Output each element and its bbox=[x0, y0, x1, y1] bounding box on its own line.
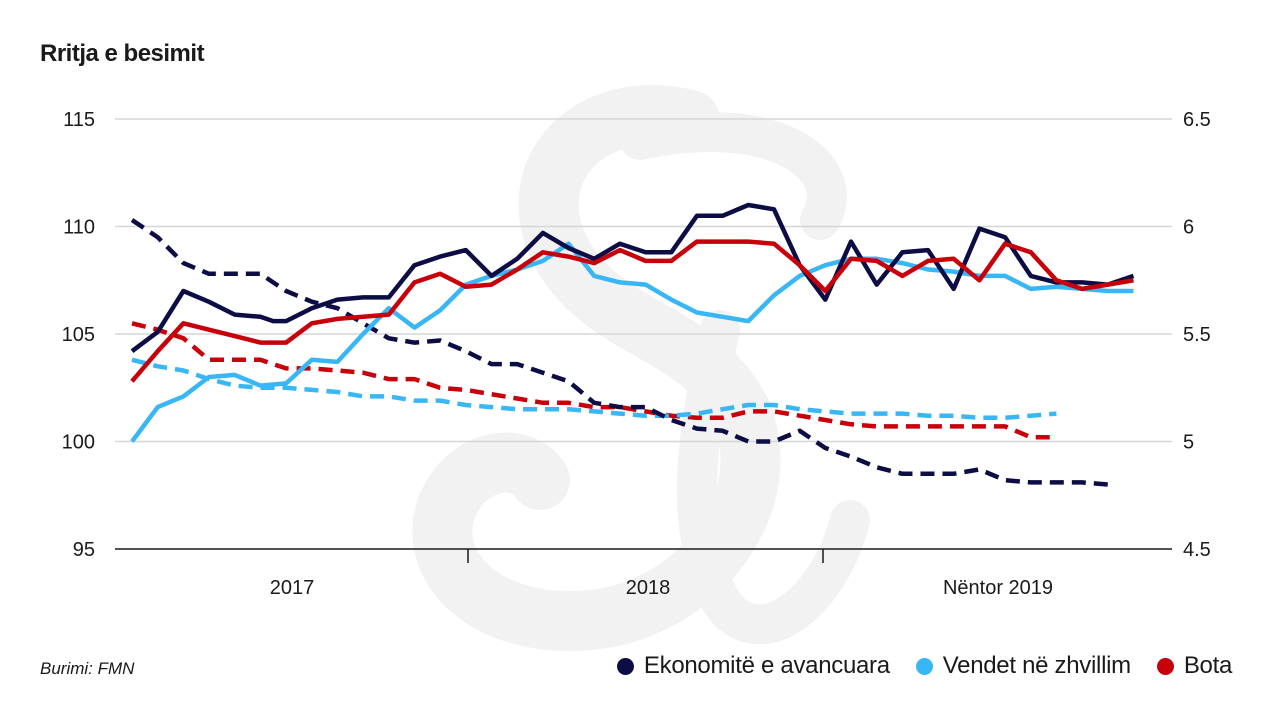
legend-label: Ekonomitë e avancuara bbox=[643, 652, 890, 679]
legend-item-advanced: Ekonomitë e avancuara bbox=[616, 652, 890, 680]
right-axis-tick-label: 6 bbox=[1183, 217, 1194, 239]
left-axis-tick-labels: 95 100 105 110 115 bbox=[62, 109, 95, 561]
watermark-stroke bbox=[412, 85, 781, 651]
right-axis-tick-label: 4.5 bbox=[1183, 539, 1211, 561]
series-line-solid-1 bbox=[130, 241, 1134, 443]
x-axis-tick-label: Nëntor 2019 bbox=[943, 577, 1053, 599]
right-axis-tick-label: 5.5 bbox=[1183, 324, 1211, 346]
watermark-logo-icon bbox=[412, 85, 870, 651]
x-axis-tick-label: 2017 bbox=[270, 577, 315, 599]
right-axis-tick-label: 5 bbox=[1183, 432, 1194, 454]
series-line-solid-2 bbox=[130, 239, 1134, 383]
legend-item-world: Bota bbox=[1156, 652, 1232, 680]
left-axis-tick-label: 105 bbox=[62, 324, 95, 346]
circle-icon bbox=[1156, 657, 1174, 675]
series-line-dashed-3 bbox=[130, 218, 1108, 487]
x-axis-tick-label: 2018 bbox=[626, 577, 671, 599]
right-axis-tick-label: 6.5 bbox=[1183, 109, 1211, 131]
series-line-dashed-4 bbox=[131, 357, 1057, 421]
left-axis-tick-label: 110 bbox=[63, 217, 95, 239]
series-lines bbox=[130, 202, 1135, 487]
left-axis-tick-label: 95 bbox=[73, 539, 95, 561]
left-axis-tick-label: 100 bbox=[62, 432, 95, 454]
legend-label: Vendet në zhvillim bbox=[942, 652, 1131, 679]
series-line-dashed-5 bbox=[131, 321, 1057, 440]
legend-item-emerging: Vendet në zhvillim bbox=[915, 652, 1131, 680]
left-axis-tick-label: 115 bbox=[63, 109, 95, 131]
gridlines bbox=[115, 118, 1172, 443]
source-note: Burimi: FMN bbox=[40, 659, 135, 678]
x-axis: 2017 2018 Nëntor 2019 bbox=[115, 548, 1172, 599]
watermark-stroke bbox=[620, 112, 847, 240]
right-axis-tick-labels: 4.5 5 5.5 6 6.5 bbox=[1183, 109, 1211, 561]
chart-title: Rritja e besimit bbox=[40, 40, 205, 67]
legend-label: Bota bbox=[1183, 652, 1232, 679]
legend: Ekonomitë e avancuara Vendet në zhvillim… bbox=[591, 652, 1232, 680]
circle-icon bbox=[616, 657, 634, 675]
circle-icon bbox=[915, 657, 933, 675]
